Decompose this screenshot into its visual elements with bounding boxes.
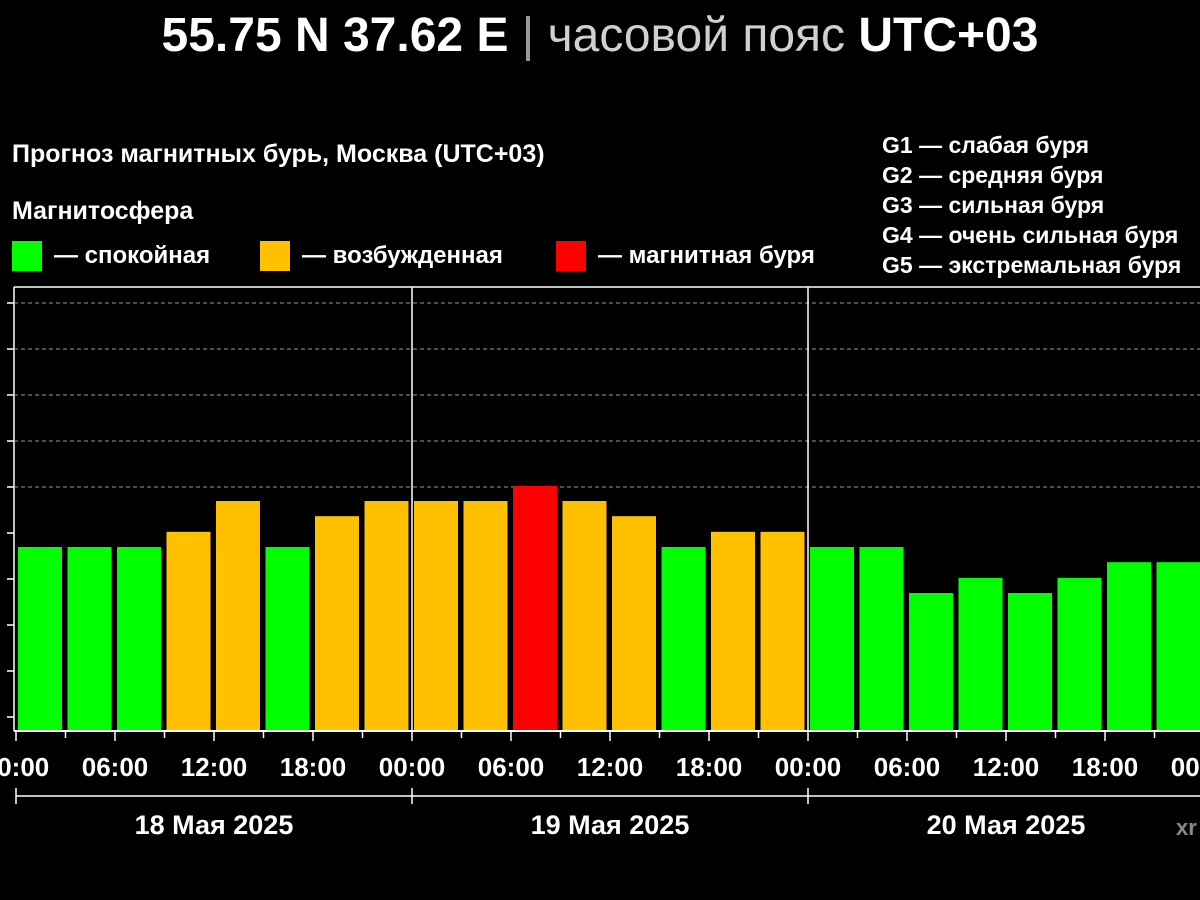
bar-1 bbox=[67, 547, 112, 731]
legend-swatch-storm bbox=[556, 241, 586, 271]
bar-18 bbox=[909, 593, 953, 731]
x-tick-label: 12:00 bbox=[577, 752, 644, 782]
coords: 55.75 N 37.62 E bbox=[161, 9, 509, 62]
day-label: 19 Мая 2025 bbox=[531, 810, 690, 840]
x-tick-label: 00:00 bbox=[0, 752, 49, 782]
legend-swatch-excited bbox=[260, 241, 290, 271]
bar-8 bbox=[414, 501, 458, 731]
legend-excited: — возбужденная bbox=[260, 240, 503, 272]
bar-15 bbox=[760, 531, 805, 731]
x-tick-label: 18:00 bbox=[1072, 752, 1139, 782]
bar-19 bbox=[958, 577, 1003, 731]
legend-storm: — магнитная буря bbox=[556, 240, 815, 272]
bar-12 bbox=[612, 516, 656, 731]
bar-5 bbox=[265, 547, 310, 731]
cut-off-text: xr bbox=[1176, 815, 1197, 840]
g-scale-g3: G3 — сильная буря bbox=[882, 192, 1105, 218]
timezone-value: UTC+03 bbox=[858, 9, 1039, 62]
legend-quiet: — спокойная bbox=[12, 240, 210, 272]
x-tick-label: 18:00 bbox=[280, 752, 347, 782]
bar-2 bbox=[117, 547, 161, 731]
bar-20 bbox=[1008, 593, 1052, 731]
header-separator: | bbox=[521, 9, 535, 62]
x-tick-label: 06:00 bbox=[478, 752, 545, 782]
bar-13 bbox=[661, 547, 706, 731]
bar-0 bbox=[18, 547, 62, 731]
g-scale-g4: G4 — очень сильная буря bbox=[882, 222, 1179, 248]
day-label: 20 Мая 2025 bbox=[927, 810, 1086, 840]
g-scale-g2: G2 — средняя буря bbox=[882, 162, 1104, 188]
legend-label-excited: — возбужденная bbox=[302, 242, 503, 269]
bar-17 bbox=[859, 547, 904, 731]
bar-14 bbox=[711, 531, 755, 731]
bar-16 bbox=[810, 547, 854, 731]
magnetosphere-label: Магнитосфера bbox=[12, 197, 194, 225]
bar-21 bbox=[1057, 577, 1102, 731]
x-tick-label: 06:00 bbox=[874, 752, 941, 782]
bar-11 bbox=[562, 501, 607, 731]
x-tick-label: 18:00 bbox=[676, 752, 743, 782]
g-scale-g5: G5 — экстремальная буря bbox=[882, 252, 1182, 278]
g-scale-legend: G1 — слабая буря G2 — средняя буря G3 — … bbox=[882, 130, 1181, 280]
bar-23 bbox=[1156, 562, 1200, 731]
bar-4 bbox=[216, 501, 260, 731]
bar-3 bbox=[166, 531, 211, 731]
x-tick-label: 00:00 bbox=[775, 752, 842, 782]
bar-7 bbox=[364, 501, 409, 731]
legend-label-quiet: — спокойная bbox=[54, 242, 211, 269]
bar-22 bbox=[1107, 562, 1151, 731]
location-header: 55.75 N 37.62 E | часовой пояс UTC+03 bbox=[0, 8, 1200, 63]
legend-swatch-quiet bbox=[12, 241, 42, 271]
day-label: 18 Мая 2025 bbox=[135, 810, 294, 840]
bar-6 bbox=[315, 516, 359, 731]
chart-title: Прогноз магнитных бурь, Москва (UTC+03) bbox=[12, 140, 545, 168]
x-tick-label: 06:00 bbox=[82, 752, 149, 782]
bar-10 bbox=[513, 485, 557, 731]
bar-9 bbox=[463, 501, 508, 731]
legend-label-storm: — магнитная буря bbox=[598, 242, 815, 269]
x-tick-label: 12:00 bbox=[973, 752, 1040, 782]
g-scale-g1: G1 — слабая буря bbox=[882, 132, 1090, 158]
x-tick-label: 12:00 bbox=[181, 752, 248, 782]
timezone-label: часовой пояс bbox=[547, 9, 846, 62]
x-tick-label: 00:00 bbox=[1171, 752, 1200, 782]
x-tick-label: 00:00 bbox=[379, 752, 446, 782]
